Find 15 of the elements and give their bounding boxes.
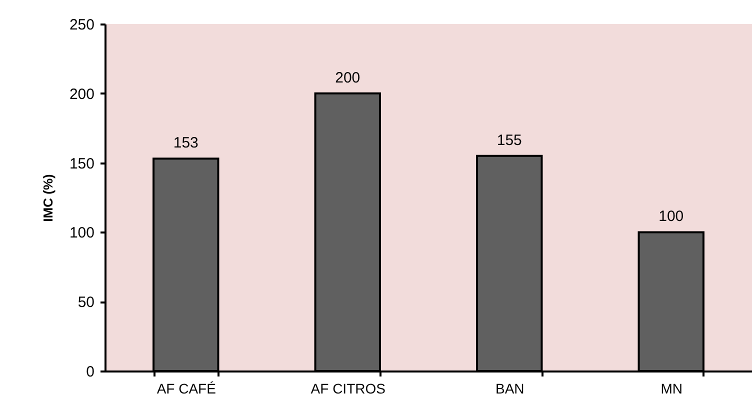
y-tick-label: 150 bbox=[69, 155, 94, 172]
y-tick-label: 0 bbox=[86, 364, 94, 380]
y-axis-title: IMC (%) bbox=[40, 174, 56, 222]
x-tick-label: AF CITROS bbox=[310, 380, 386, 396]
data-label: 200 bbox=[335, 69, 360, 86]
y-tick-label: 250 bbox=[69, 16, 94, 34]
y-tick-label: 200 bbox=[69, 86, 94, 103]
x-tick-label: BAN bbox=[495, 380, 524, 396]
x-tick-label: AF CAFÉ bbox=[156, 380, 216, 396]
x-tick-label: MN bbox=[660, 380, 683, 396]
data-label: 155 bbox=[496, 132, 522, 149]
y-tick-label: 50 bbox=[78, 294, 94, 312]
data-label: 100 bbox=[658, 208, 684, 226]
y-tick-label: 100 bbox=[69, 224, 94, 242]
data-label: 153 bbox=[173, 134, 198, 152]
